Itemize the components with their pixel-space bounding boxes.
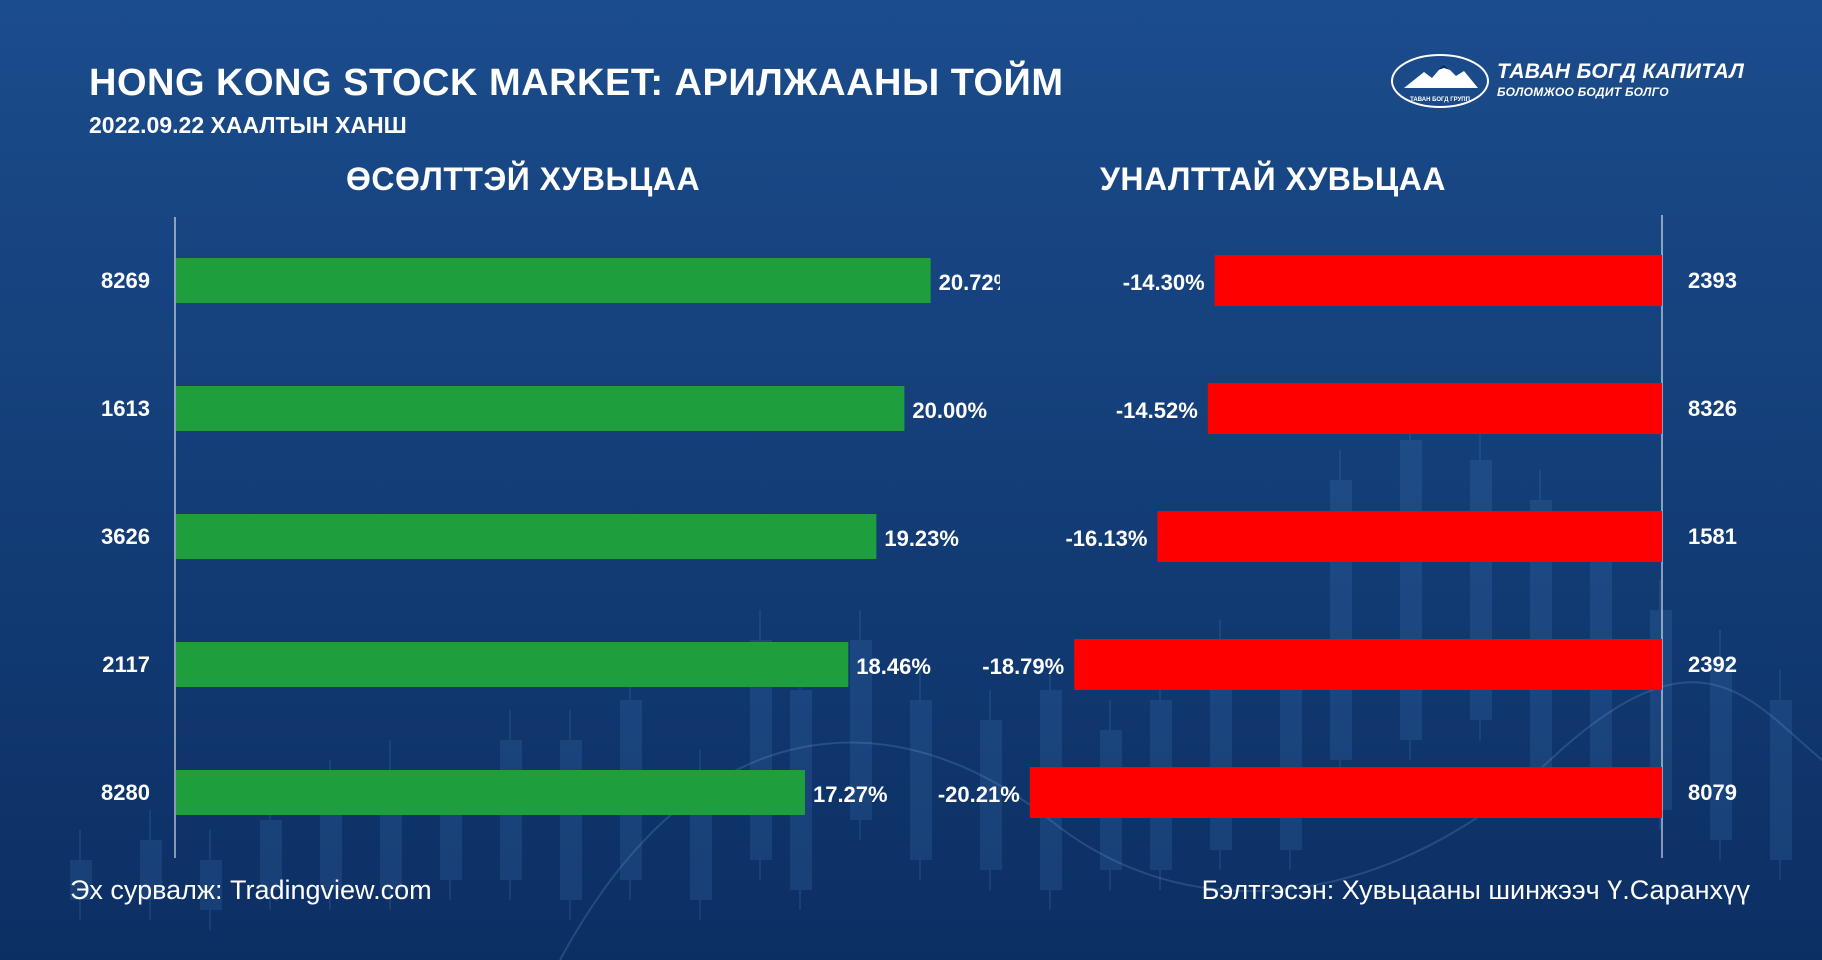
loser-bar	[1214, 255, 1662, 306]
page-subtitle: 2022.09.22 ХААЛТЫН ХАНШ	[89, 112, 407, 138]
gainer-bar	[176, 258, 931, 303]
gainer-ticker-label: 2117	[102, 652, 150, 677]
decorative-wave	[559, 681, 1822, 960]
gainer-value-label: 20.00%	[912, 398, 987, 423]
gainer-value-label: 18.46%	[856, 654, 931, 679]
loser-ticker-label: 2392	[1688, 652, 1737, 677]
logo-name: ТАВАН БОГД КАПИТАЛ	[1497, 60, 1745, 83]
gainer-bar	[176, 642, 849, 687]
loser-ticker-label: 2393	[1688, 268, 1737, 293]
logo-ellipse	[1391, 54, 1489, 108]
gainer-ticker-label: 3626	[101, 524, 150, 549]
gainer-value-label: 17.27%	[813, 782, 888, 807]
gainer-value-label: 19.23%	[884, 526, 959, 551]
source-note: Эх сурвалж: Tradingview.com	[70, 875, 432, 905]
company-logo: ТАВАН БОГД ГРУПП	[1391, 54, 1489, 108]
loser-ticker-label: 8326	[1688, 396, 1737, 421]
loser-bar	[1157, 511, 1662, 562]
loser-ticker-label: 1581	[1688, 524, 1737, 549]
loser-value-label: -16.13%	[1065, 526, 1147, 551]
losers-title: УНАЛТТАЙ ХУВЬЦАА	[1100, 161, 1446, 197]
gainer-ticker-label: 1613	[101, 396, 150, 421]
loser-bar	[1074, 639, 1662, 690]
loser-value-label: -20.21%	[938, 782, 1020, 807]
gainers-chart: 8269 20.72% 1613 20.00% 3626 19.23% 2117 18.46%…	[101, 258, 1000, 815]
gainer-value-label: 20.72%	[939, 270, 1000, 295]
loser-bar	[1207, 383, 1662, 434]
loser-bar	[1029, 767, 1662, 818]
logo-emblem-text: ТАВАН БОГД ГРУПП	[1410, 97, 1470, 103]
gainer-bar	[176, 770, 805, 815]
losers-chart: 2393 -14.30% 8326 -14.52% 1581 -16.13% 2392 -18…	[938, 215, 1737, 858]
logo-tagline: БОЛОМЖОО БОДИТ БОЛГО	[1497, 85, 1669, 99]
gainer-ticker-label: 8269	[101, 268, 150, 293]
gainer-bar	[176, 514, 877, 559]
gainers-title: ӨСӨЛТТЭЙ ХУВЬЦАА	[346, 161, 701, 197]
loser-value-label: -14.52%	[1116, 398, 1198, 423]
author-note: Бэлтгэсэн: Хувьцааны шинжээч Ү.Саранхүү	[1201, 875, 1750, 905]
gainer-bar	[176, 386, 905, 431]
loser-ticker-label: 8079	[1688, 780, 1737, 805]
gainer-ticker-label: 8280	[101, 780, 150, 805]
mountain-icon	[1404, 64, 1478, 88]
loser-value-label: -18.79%	[982, 654, 1064, 679]
page-title: HONG KONG STOCK MARKET: АРИЛЖААНЫ ТОЙМ	[89, 62, 1064, 104]
loser-value-label: -14.30%	[1123, 270, 1205, 295]
